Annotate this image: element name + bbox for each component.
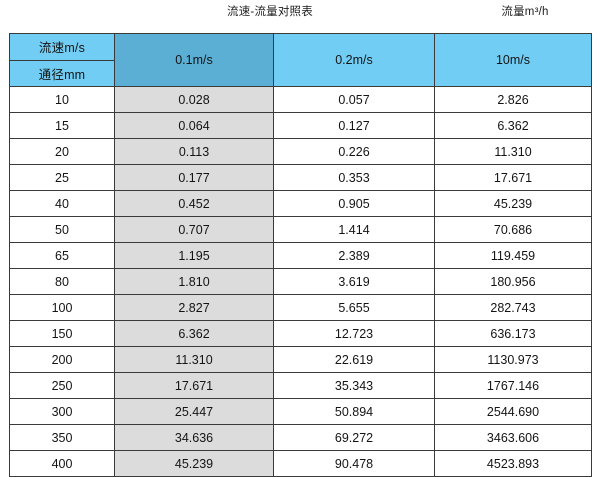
cell-flow-speed-2: 1.414 (273, 216, 435, 243)
cell-nominal-diameter: 65 (9, 242, 115, 269)
cell-nominal-diameter: 300 (9, 398, 115, 425)
cell-flow-speed-2: 0.905 (273, 190, 435, 217)
cell-nominal-diameter: 200 (9, 346, 115, 373)
table-row: 200 11.310 22.619 1130.973 (9, 346, 592, 373)
cell-flow-speed-3: 17.671 (434, 164, 592, 191)
cell-flow-speed-2: 0.057 (273, 86, 435, 113)
flow-rate-table-container: 流速m/s 0.1m/s 0.2m/s 10m/s 通径mm 10 0.028 0.… (9, 33, 592, 477)
cell-flow-speed-3: 4523.893 (434, 450, 592, 477)
cell-flow-speed-1: 1.195 (114, 242, 274, 269)
cell-flow-speed-2: 12.723 (273, 320, 435, 347)
cell-flow-speed-2: 90.478 (273, 450, 435, 477)
table-row: 10 0.028 0.057 2.826 (9, 86, 592, 113)
table-row: 350 34.636 69.272 3463.606 (9, 424, 592, 451)
cell-flow-speed-1: 45.239 (114, 450, 274, 477)
cell-flow-speed-1: 0.028 (114, 86, 274, 113)
cell-flow-speed-1: 0.113 (114, 138, 274, 165)
cell-flow-speed-2: 35.343 (273, 372, 435, 399)
cell-flow-speed-1: 0.177 (114, 164, 274, 191)
cell-nominal-diameter: 250 (9, 372, 115, 399)
cell-nominal-diameter: 20 (9, 138, 115, 165)
table-row: 40 0.452 0.905 45.239 (9, 190, 592, 217)
table-header: 流速m/s 0.1m/s 0.2m/s 10m/s 通径mm (9, 33, 592, 87)
cell-flow-speed-2: 0.353 (273, 164, 435, 191)
cell-nominal-diameter: 80 (9, 268, 115, 295)
cell-flow-speed-2: 3.619 (273, 268, 435, 295)
cell-flow-speed-3: 636.173 (434, 320, 592, 347)
cell-nominal-diameter: 10 (9, 86, 115, 113)
table-row: 20 0.113 0.226 11.310 (9, 138, 592, 165)
table-row: 150 6.362 12.723 636.173 (9, 320, 592, 347)
table-row: 65 1.195 2.389 119.459 (9, 242, 592, 269)
cell-flow-speed-1: 0.452 (114, 190, 274, 217)
table-row: 50 0.707 1.414 70.686 (9, 216, 592, 243)
cell-flow-speed-3: 180.956 (434, 268, 592, 295)
column-header-speed-2: 0.2m/s (273, 33, 435, 87)
table-row: 300 25.447 50.894 2544.690 (9, 398, 592, 425)
cell-flow-speed-1: 0.064 (114, 112, 274, 139)
stub-header-velocity: 流速m/s (9, 33, 115, 61)
cell-flow-speed-2: 0.127 (273, 112, 435, 139)
header-row-top: 流速m/s 0.1m/s 0.2m/s 10m/s (9, 33, 592, 87)
cell-flow-speed-3: 70.686 (434, 216, 592, 243)
cell-nominal-diameter: 50 (9, 216, 115, 243)
page-title: 流速-流量对照表 (227, 6, 313, 18)
cell-flow-speed-3: 6.362 (434, 112, 592, 139)
cell-nominal-diameter: 350 (9, 424, 115, 451)
cell-flow-speed-3: 119.459 (434, 242, 592, 269)
caption-bar: 流速-流量对照表 流量m³/h (0, 0, 600, 31)
table-row: 400 45.239 90.478 4523.893 (9, 450, 592, 477)
stub-header-diameter: 通径mm (9, 59, 115, 87)
cell-nominal-diameter: 150 (9, 320, 115, 347)
table-row: 25 0.177 0.353 17.671 (9, 164, 592, 191)
cell-nominal-diameter: 25 (9, 164, 115, 191)
cell-flow-speed-1: 11.310 (114, 346, 274, 373)
table-row: 250 17.671 35.343 1767.146 (9, 372, 592, 399)
cell-flow-speed-1: 25.447 (114, 398, 274, 425)
cell-flow-speed-3: 1767.146 (434, 372, 592, 399)
flow-rate-table: 流速m/s 0.1m/s 0.2m/s 10m/s 通径mm 10 0.028 0.… (9, 33, 592, 477)
cell-flow-speed-2: 69.272 (273, 424, 435, 451)
cell-flow-speed-2: 0.226 (273, 138, 435, 165)
cell-flow-speed-1: 0.707 (114, 216, 274, 243)
cell-nominal-diameter: 400 (9, 450, 115, 477)
cell-flow-speed-1: 17.671 (114, 372, 274, 399)
cell-flow-speed-3: 11.310 (434, 138, 592, 165)
cell-nominal-diameter: 40 (9, 190, 115, 217)
cell-flow-speed-3: 2.826 (434, 86, 592, 113)
cell-flow-speed-3: 1130.973 (434, 346, 592, 373)
cell-flow-speed-1: 2.827 (114, 294, 274, 321)
cell-flow-speed-3: 3463.606 (434, 424, 592, 451)
table-body: 10 0.028 0.057 2.826 15 0.064 0.127 6.362 20 0.11… (9, 86, 592, 477)
table-row: 100 2.827 5.655 282.743 (9, 294, 592, 321)
cell-flow-speed-3: 45.239 (434, 190, 592, 217)
cell-flow-speed-2: 2.389 (273, 242, 435, 269)
cell-nominal-diameter: 15 (9, 112, 115, 139)
cell-flow-speed-3: 282.743 (434, 294, 592, 321)
column-header-speed-1: 0.1m/s (114, 33, 274, 87)
cell-flow-speed-3: 2544.690 (434, 398, 592, 425)
header-row-bottom: 通径mm (9, 59, 592, 87)
cell-flow-speed-1: 6.362 (114, 320, 274, 347)
table-row: 80 1.810 3.619 180.956 (9, 268, 592, 295)
cell-flow-speed-2: 50.894 (273, 398, 435, 425)
cell-flow-speed-1: 1.810 (114, 268, 274, 295)
cell-flow-speed-2: 22.619 (273, 346, 435, 373)
cell-flow-speed-1: 34.636 (114, 424, 274, 451)
cell-nominal-diameter: 100 (9, 294, 115, 321)
table-row: 15 0.064 0.127 6.362 (9, 112, 592, 139)
unit-label: 流量m³/h (501, 6, 549, 18)
column-header-speed-3: 10m/s (434, 33, 592, 87)
cell-flow-speed-2: 5.655 (273, 294, 435, 321)
